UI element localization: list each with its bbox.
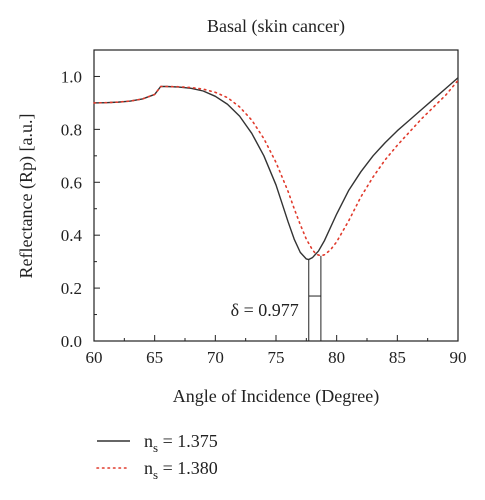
delta-annotation: δ = 0.977 bbox=[231, 255, 322, 341]
y-tick-label: 0.2 bbox=[61, 279, 82, 298]
series-line-2 bbox=[93, 79, 459, 257]
x-tick-label: 85 bbox=[389, 348, 406, 367]
axis-ticks: 60 65 70 75 80 85 90 0.0 0.2 0.4 0.6 0.8 1.0 bbox=[61, 49, 467, 367]
y-tick-label: 1.0 bbox=[61, 67, 82, 86]
series-layer bbox=[93, 77, 459, 261]
chart-title: Basal (skin cancer) bbox=[207, 16, 345, 37]
x-tick-label: 80 bbox=[328, 348, 345, 367]
plot-frame bbox=[93, 49, 459, 342]
x-tick-label: 90 bbox=[450, 348, 467, 367]
x-axis-label: Angle of Incidence (Degree) bbox=[173, 386, 379, 407]
legend-label-1: ns = 1.375 bbox=[144, 431, 218, 455]
x-tick-label: 60 bbox=[86, 348, 103, 367]
y-tick-label: 0.4 bbox=[61, 226, 83, 245]
x-tick-label: 65 bbox=[146, 348, 163, 367]
plot-border bbox=[93, 49, 459, 342]
y-tick-label: 0.8 bbox=[61, 120, 82, 139]
y-tick-label: 0.0 bbox=[61, 332, 82, 351]
series-line-1 bbox=[93, 77, 459, 261]
delta-label: δ = 0.977 bbox=[231, 300, 299, 320]
legend: ns = 1.375 ns = 1.380 bbox=[96, 431, 218, 482]
y-tick-label: 0.6 bbox=[61, 173, 82, 192]
legend-label-2: ns = 1.380 bbox=[144, 458, 218, 482]
x-tick-label: 70 bbox=[207, 348, 224, 367]
y-axis-label: Reflectance (Rp) [a.u.] bbox=[16, 114, 37, 279]
x-tick-label: 75 bbox=[268, 348, 285, 367]
